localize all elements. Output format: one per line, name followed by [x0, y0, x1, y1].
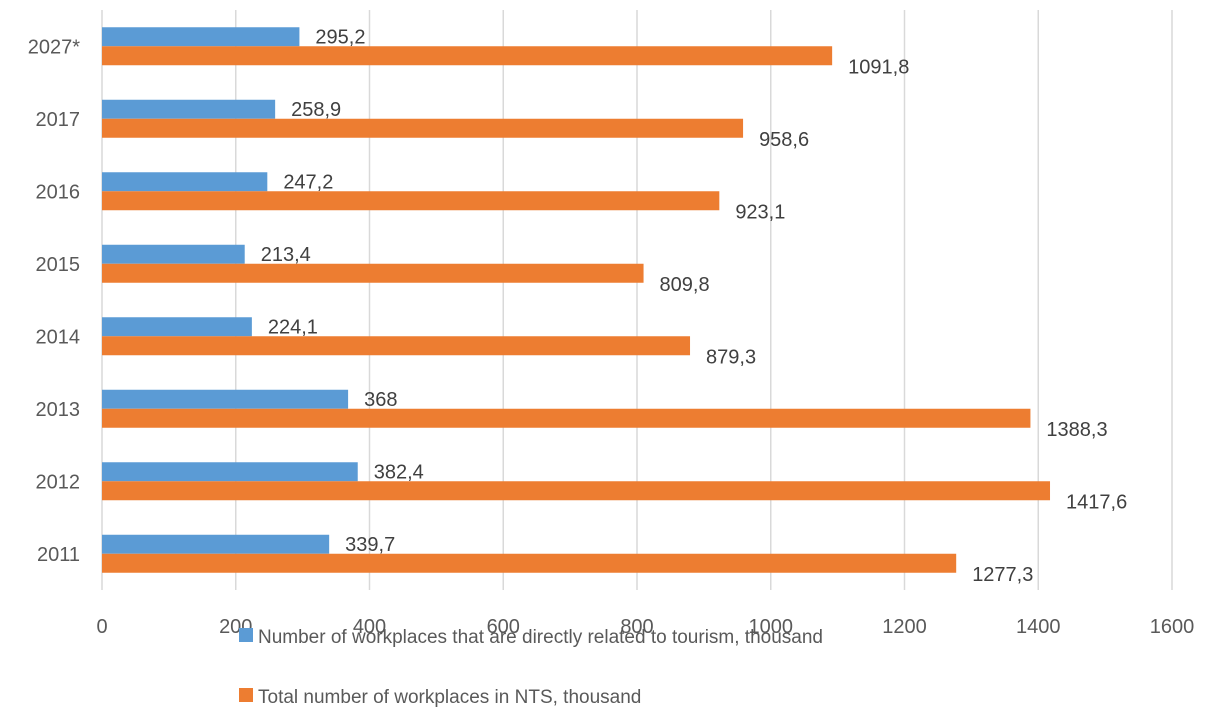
x-tick-label: 600	[487, 616, 520, 638]
y-tick-label: 2015	[36, 254, 81, 276]
bar-tourism	[102, 172, 268, 192]
legend-swatch	[239, 688, 253, 702]
legend: Number of workplaces that are directly r…	[239, 627, 823, 708]
data-label: 368	[364, 389, 397, 411]
data-label: 258,9	[291, 99, 341, 121]
legend-swatch	[239, 628, 253, 642]
bar-total	[102, 118, 744, 138]
legend-label: Total number of workplaces in NTS, thous…	[258, 687, 641, 708]
data-label: 1091,8	[848, 56, 909, 78]
bar-tourism	[102, 244, 245, 264]
data-label: 1417,6	[1066, 491, 1127, 513]
bar-total	[102, 408, 1031, 428]
data-label: 213,4	[261, 244, 311, 266]
data-label: 879,3	[706, 346, 756, 368]
bar-total	[102, 553, 957, 573]
y-tick-label: 2012	[36, 471, 81, 493]
bar-tourism	[102, 99, 276, 119]
data-label: 1277,3	[972, 564, 1033, 586]
data-label: 295,2	[315, 26, 365, 48]
bar-total	[102, 191, 720, 211]
bar-tourism	[102, 389, 349, 409]
data-label: 339,7	[345, 534, 395, 556]
x-tick-label: 0	[96, 616, 107, 638]
y-tick-label: 2014	[36, 326, 81, 348]
y-tick-label: 2011	[37, 544, 80, 566]
bar-tourism	[102, 534, 330, 554]
y-axis-labels: 2027* 2017 2016 2015 2014 2013 2012 2011	[28, 36, 80, 566]
x-tick-label: 800	[620, 616, 653, 638]
bar-tourism	[102, 462, 358, 482]
y-tick-label: 2027*	[28, 36, 80, 58]
data-label: 958,6	[759, 129, 809, 151]
data-label: 247,2	[283, 171, 333, 193]
data-label: 382,4	[374, 461, 424, 483]
x-tick-label: 400	[353, 616, 386, 638]
x-tick-label: 1000	[749, 616, 794, 638]
bar-tourism	[102, 317, 252, 337]
x-tick-label: 1200	[882, 616, 927, 638]
bar-total	[102, 336, 691, 356]
bar-total	[102, 263, 644, 283]
y-tick-label: 2016	[36, 181, 81, 203]
data-label: 1388,3	[1046, 419, 1107, 441]
y-tick-label: 2013	[36, 399, 81, 421]
x-tick-label: 1600	[1150, 616, 1195, 638]
gridlines	[101, 10, 1173, 590]
y-tick-label: 2017	[36, 109, 81, 131]
data-label: 809,8	[660, 274, 710, 296]
bar-total	[102, 46, 833, 66]
data-labels: 295,2 1091,8 258,9 958,6 247,2 923,1 213,4 809,…	[261, 26, 1127, 586]
legend-label: Number of workplaces that are directly r…	[258, 627, 823, 648]
data-label: 923,1	[735, 201, 785, 223]
data-label: 224,1	[268, 316, 318, 338]
x-axis-labels: 0 200 400 600 800 1000 1200 1400 1600	[96, 616, 1194, 638]
bars	[102, 27, 1051, 573]
x-tick-label: 1400	[1016, 616, 1061, 638]
bar-tourism	[102, 27, 300, 47]
bar-total	[102, 481, 1051, 501]
